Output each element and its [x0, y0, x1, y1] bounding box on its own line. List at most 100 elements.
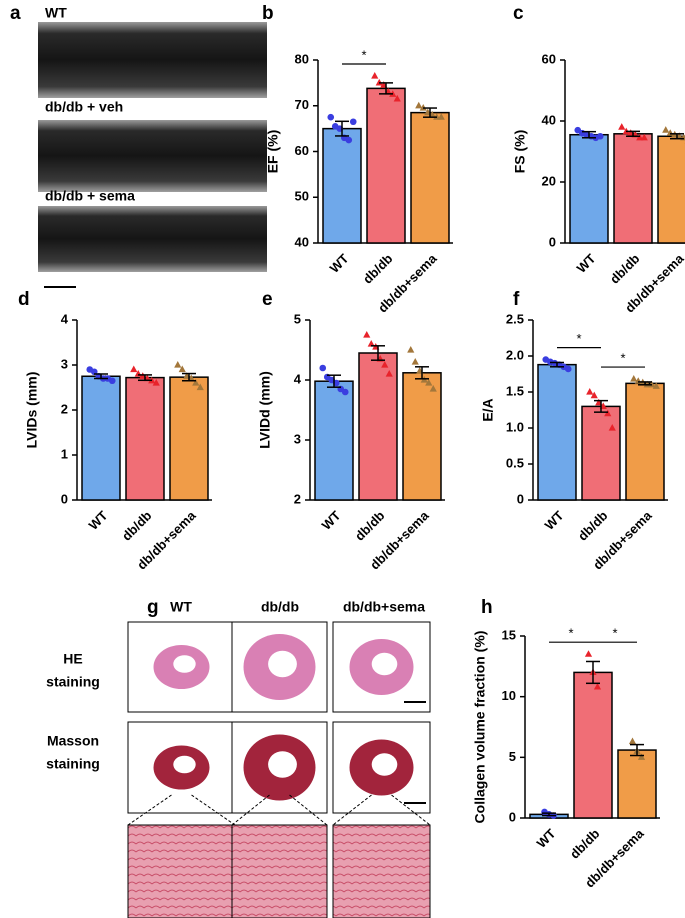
y-tick-label: 1 — [61, 446, 68, 461]
bar — [314, 380, 354, 501]
zoom-line — [332, 794, 372, 826]
bar — [581, 405, 621, 501]
y-tick-label: 50 — [295, 189, 309, 204]
panel-letter: e — [262, 289, 273, 310]
y-tick-label: 20 — [542, 173, 556, 188]
lumen — [268, 650, 297, 678]
y-tick-label: 0 — [517, 491, 524, 506]
significance-label: * — [612, 626, 617, 641]
data-point — [381, 361, 389, 368]
y-tick-label: 3 — [294, 431, 301, 446]
x-tick-label: WT — [86, 508, 111, 533]
y-tick-label: 1.5 — [506, 383, 524, 398]
x-tick-label: db/db — [607, 251, 643, 287]
x-tick-label: db/db — [119, 508, 155, 544]
zoom-image — [231, 824, 328, 918]
y-tick-label: 40 — [542, 112, 556, 127]
data-point — [393, 94, 401, 102]
data-point — [196, 383, 204, 391]
y-axis-label: Collagen volume fraction (%) — [472, 631, 488, 824]
y-tick-label: 4 — [61, 311, 69, 326]
x-tick-label: db/db — [352, 508, 388, 544]
row-label: staining — [46, 756, 100, 772]
significance-label: * — [361, 47, 366, 62]
x-tick-label: WT — [574, 251, 599, 276]
image-label: db/db + sema — [45, 188, 135, 204]
row-label: Masson — [47, 733, 99, 749]
panel-letter: a — [10, 3, 21, 24]
column-header: WT — [170, 599, 192, 615]
zoom-line — [289, 794, 328, 826]
y-axis-label: EF (%) — [265, 130, 281, 174]
panel-letter: d — [18, 289, 30, 310]
x-tick-label: db/db — [360, 251, 396, 287]
x-tick-label: db/db — [567, 826, 603, 862]
data-point — [341, 388, 349, 396]
data-point — [345, 136, 353, 144]
panel-letter: c — [513, 3, 524, 24]
bar — [81, 375, 121, 501]
data-point — [130, 365, 138, 373]
echo-image — [38, 206, 267, 272]
zoom-line — [191, 794, 236, 826]
bar — [569, 133, 609, 244]
data-point — [618, 123, 626, 130]
data-point — [593, 682, 602, 690]
row-label: HE — [63, 651, 82, 667]
x-tick-label: WT — [319, 508, 344, 533]
data-point — [407, 346, 415, 353]
y-tick-label: 70 — [295, 97, 309, 112]
data-point — [608, 424, 616, 431]
y-tick-label: 60 — [542, 51, 556, 66]
data-point — [662, 126, 670, 133]
data-point — [584, 650, 593, 657]
zoom-line — [391, 794, 431, 826]
image-label: WT — [45, 5, 67, 21]
y-tick-label: 3 — [61, 356, 68, 371]
y-tick-label: 80 — [295, 51, 309, 66]
significance-label: * — [576, 331, 581, 346]
y-tick-label: 1.0 — [506, 419, 524, 434]
lumen — [371, 753, 398, 776]
data-point — [385, 370, 393, 377]
data-point — [349, 118, 357, 126]
echo-image — [38, 120, 267, 192]
lumen — [173, 755, 196, 774]
significance-label: * — [568, 626, 573, 641]
data-point — [425, 379, 433, 386]
zoom-image — [127, 824, 236, 918]
zoom-line — [127, 794, 172, 826]
y-tick-label: 2.0 — [506, 347, 524, 362]
data-point — [411, 358, 419, 365]
data-point — [152, 379, 160, 386]
x-tick-label: WT — [327, 251, 352, 276]
y-tick-label: 5 — [509, 749, 516, 764]
data-point — [637, 753, 646, 760]
data-point — [429, 385, 437, 392]
bar — [657, 135, 685, 244]
panel-letter: f — [513, 289, 520, 310]
y-axis-label: FS (%) — [512, 130, 528, 174]
zoom-image — [332, 824, 431, 918]
bar — [617, 749, 657, 819]
data-point — [319, 364, 327, 372]
column-header: db/db — [261, 599, 299, 615]
data-point — [636, 133, 644, 141]
data-point — [652, 382, 660, 389]
data-point — [437, 113, 445, 120]
bar — [366, 87, 406, 244]
panel-letter: h — [481, 597, 493, 618]
bar — [410, 111, 450, 244]
y-tick-label: 0 — [509, 809, 516, 824]
bar — [125, 376, 165, 501]
bar — [402, 372, 442, 501]
data-point — [586, 388, 594, 395]
data-point — [367, 340, 375, 347]
y-tick-label: 40 — [295, 234, 309, 249]
y-tick-label: 0 — [61, 491, 68, 506]
y-axis-label: E/A — [480, 398, 496, 421]
bar — [169, 376, 209, 501]
y-tick-label: 0.5 — [506, 455, 524, 470]
bar — [537, 363, 577, 501]
